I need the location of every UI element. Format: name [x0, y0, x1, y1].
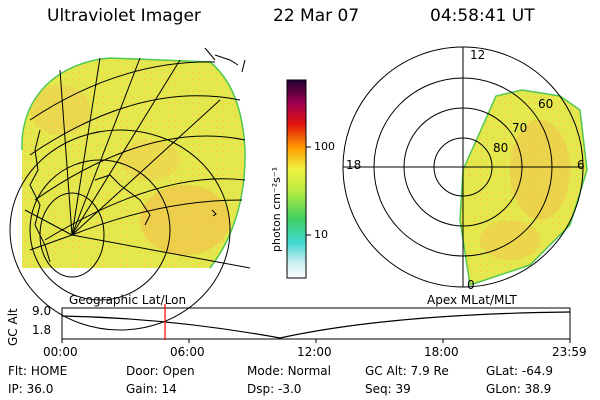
- xtick-2359: 23:59: [552, 345, 587, 359]
- mlt-label-18: 18: [346, 158, 362, 172]
- xtick-0600: 06:00: [170, 345, 205, 359]
- mlt-label-12: 12: [470, 48, 486, 62]
- altitude-ylabel: GC Alt: [6, 308, 20, 346]
- colorbar-tick-10: 10: [314, 228, 328, 241]
- status-glon: GLon: 38.9: [486, 382, 552, 396]
- status-glat: GLat: -64.9: [486, 364, 553, 378]
- lat-label-80: 80: [493, 141, 509, 155]
- altitude-ytick-min: 1.8: [32, 323, 52, 337]
- altitude-ytick-max: 9.0: [32, 304, 52, 318]
- status-gc-alt: GC Alt: 7.9 Re: [365, 364, 449, 378]
- xtick-1200: 12:00: [297, 345, 332, 359]
- colorbar-unit-label: photon cm⁻²s⁻¹: [270, 166, 283, 252]
- status-dsp: Dsp: -3.0: [247, 382, 302, 396]
- geographic-label: Geographic Lat/Lon: [69, 293, 187, 307]
- instrument-title: Ultraviolet Imager: [47, 6, 201, 26]
- status-gain: Gain: 14: [126, 382, 177, 396]
- lat-label-70: 70: [512, 121, 528, 135]
- status-flt: Flt: HOME: [8, 364, 68, 378]
- xtick-0000: 00:00: [43, 345, 78, 359]
- apex-label: Apex MLat/MLT: [427, 293, 517, 307]
- lat-label-60: 60: [538, 97, 554, 111]
- time-label: 04:58:41 UT: [430, 6, 535, 26]
- mlt-label-6: 6: [577, 158, 585, 172]
- status-ip: IP: 36.0: [8, 382, 54, 396]
- status-seq: Seq: 39: [365, 382, 411, 396]
- colorbar-tick-100: 100: [314, 140, 335, 153]
- date-label: 22 Mar 07: [273, 6, 360, 26]
- status-door: Door: Open: [126, 364, 195, 378]
- colorbar: [286, 79, 311, 279]
- polar-plot: [342, 46, 588, 288]
- mlt-label-0: 0: [467, 278, 475, 292]
- geographic-image: [9, 47, 251, 331]
- xtick-1800: 18:00: [424, 345, 459, 359]
- altitude-plot: [61, 304, 571, 343]
- status-mode: Mode: Normal: [247, 364, 331, 378]
